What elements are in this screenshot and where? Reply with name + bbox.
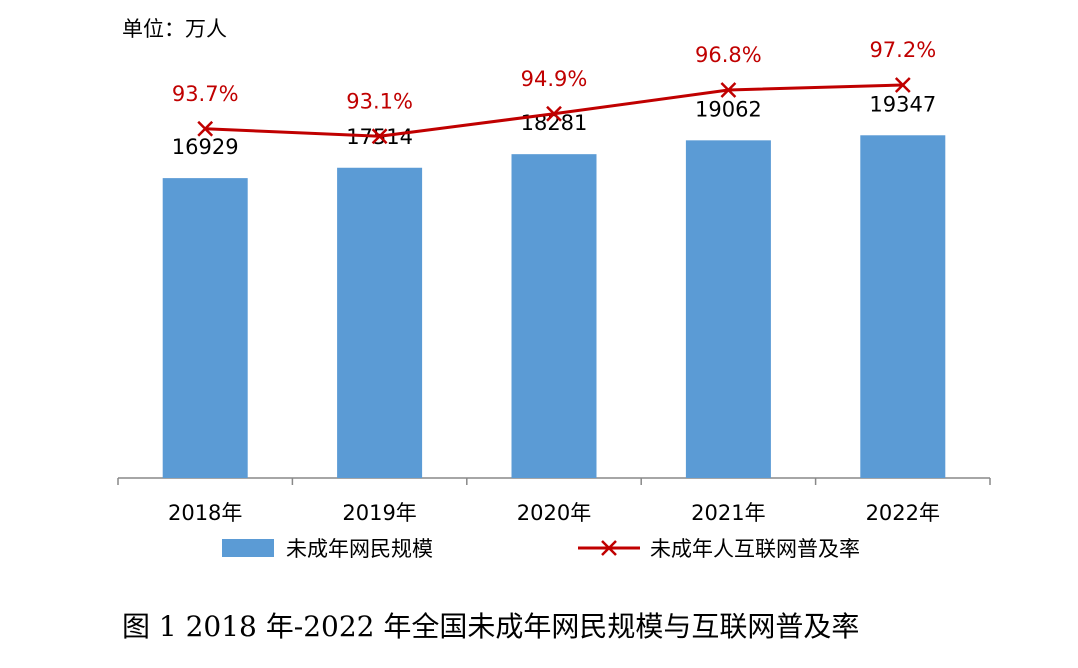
rate-point-marker [894, 77, 911, 93]
rate-point-marker [371, 128, 388, 145]
x-tick-label: 2021年 [691, 501, 765, 525]
bar [860, 135, 946, 478]
bar [337, 167, 423, 478]
x-tick-label: 2020年 [517, 501, 591, 525]
bar [685, 140, 771, 478]
x-tick-label: 2022年 [866, 501, 940, 525]
rate-point-marker [720, 82, 737, 98]
unit-label: 单位：万人 [122, 17, 227, 41]
x-axis: 2018年 2019年 2020年 2021年 2022年 [117, 477, 991, 525]
rate-data-label: 97.2% [869, 38, 936, 62]
x-tick-label: 2019年 [342, 501, 416, 525]
bar-data-label: 19062 [695, 97, 762, 121]
rate-data-label: 93.7% [172, 82, 239, 106]
legend-line-marker [601, 540, 617, 556]
figure-caption: 图 1 2018 年-2022 年全国未成年网民规模与互联网普及率 [122, 610, 859, 643]
legend-line-label: 未成年人互联网普及率 [650, 537, 860, 561]
bar-data-label: 16929 [172, 135, 239, 159]
legend-bar-swatch [222, 539, 274, 557]
rate-point-marker [546, 105, 562, 122]
bar-data-label: 19347 [869, 92, 936, 116]
x-tick-label: 2018年 [168, 501, 242, 525]
rate-line: 93.7% 93.1% 94.9% 96.8% 97.2% [172, 38, 936, 145]
legend: 未成年网民规模 未成年人互联网普及率 [222, 537, 860, 561]
rate-data-label: 94.9% [521, 67, 588, 91]
bar [162, 178, 248, 478]
rate-point-marker [197, 120, 214, 137]
rate-data-label: 93.1% [346, 89, 413, 113]
legend-x-marker [601, 540, 617, 556]
rate-data-label: 96.8% [695, 43, 762, 67]
legend-bar-label: 未成年网民规模 [286, 537, 433, 561]
bar [511, 154, 597, 478]
